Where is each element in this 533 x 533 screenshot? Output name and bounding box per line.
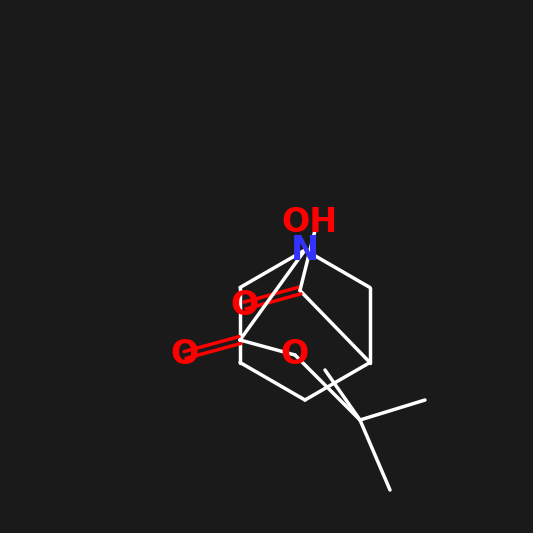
Text: OH: OH [282, 206, 338, 239]
Text: O: O [231, 289, 259, 322]
Text: O: O [281, 338, 309, 372]
Text: O: O [171, 338, 199, 372]
Text: N: N [291, 233, 319, 266]
